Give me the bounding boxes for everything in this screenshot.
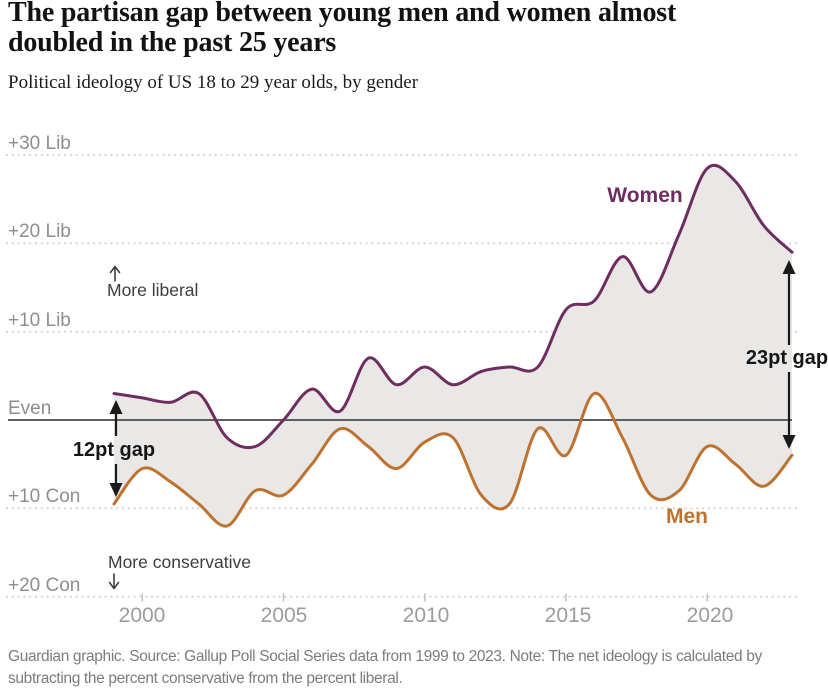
gap-end-label: 23pt gap (746, 347, 828, 369)
source-note: Guardian graphic. Source: Gallup Poll So… (8, 648, 762, 687)
chart-plot-area (6, 154, 800, 602)
y-axis-label-20con: +20 Con (8, 575, 80, 596)
up-arrow-icon (109, 265, 121, 282)
gap-start-annotation: 12pt gap (73, 400, 155, 497)
page-title: The partisan gap between young men and w… (8, 0, 677, 58)
page-subtitle: Political ideology of US 18 to 29 year o… (8, 72, 419, 93)
y-axis-label-even: Even (8, 398, 51, 419)
gap-start-label: 12pt gap (73, 439, 155, 461)
women-series-label: Women (607, 184, 682, 207)
more-conservative-label: More conservative (108, 552, 251, 572)
women-line (112, 163, 794, 450)
y-axis-label-10lib: +10 Lib (8, 310, 71, 331)
men-series-label: Men (666, 505, 708, 528)
more-conservative-annotation: More conservative (108, 552, 251, 590)
arrow-down-icon (782, 435, 796, 449)
more-liberal-annotation: More liberal (107, 265, 198, 300)
y-axis-label-20lib: +20 Lib (8, 221, 71, 242)
arrow-down-icon (109, 483, 123, 497)
x-axis-label-2015: 2015 (545, 604, 592, 627)
x-axis-label-2005: 2005 (261, 604, 308, 627)
x-axis-label-2000: 2000 (119, 604, 166, 627)
x-axis-label-2020: 2020 (687, 604, 734, 627)
more-liberal-label: More liberal (107, 280, 198, 300)
down-arrow-icon (108, 573, 120, 590)
y-axis-label-30lib: +30 Lib (8, 133, 71, 154)
y-axis-label-10con: +10 Con (8, 486, 80, 507)
arrow-up-icon (782, 260, 796, 274)
arrow-up-icon (109, 400, 123, 414)
men-line (112, 392, 794, 528)
gap-end-annotation: 23pt gap (746, 260, 828, 449)
x-axis-label-2010: 2010 (403, 604, 450, 627)
